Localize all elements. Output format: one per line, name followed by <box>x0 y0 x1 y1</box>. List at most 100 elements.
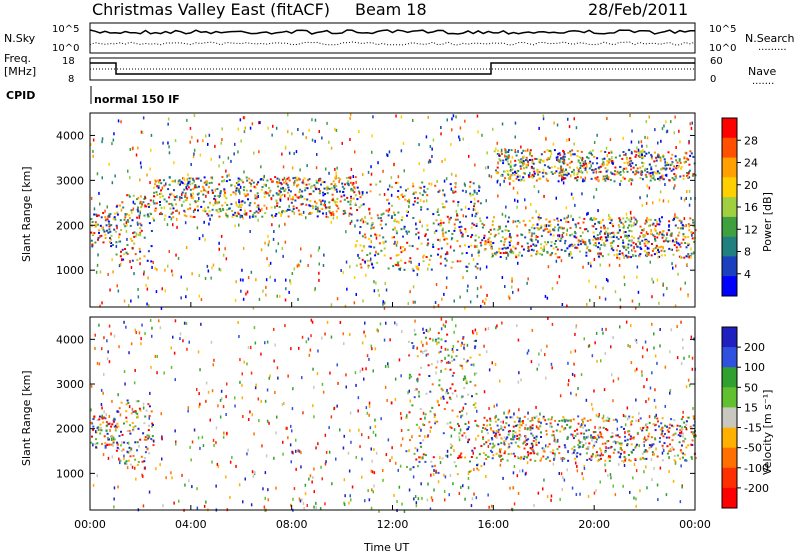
scatter-cell <box>619 166 621 168</box>
scatter-cell <box>510 249 512 251</box>
scatter-cell <box>402 250 404 252</box>
scatter-cell <box>486 425 488 427</box>
scatter-cell <box>592 150 594 152</box>
scatter-cell <box>358 130 360 133</box>
scatter-cell <box>595 228 597 230</box>
scatter-cell <box>320 184 322 186</box>
scatter-cell <box>121 201 123 203</box>
scatter-cell <box>127 466 128 469</box>
scatter-cell <box>684 454 686 456</box>
scatter-cell <box>304 189 306 191</box>
scatter-cell <box>559 240 561 242</box>
scatter-cell <box>238 213 240 215</box>
scatter-cell <box>137 464 139 466</box>
scatter-cell <box>569 125 571 128</box>
scatter-cell <box>522 158 524 160</box>
scatter-cell <box>260 165 262 168</box>
scatter-cell <box>558 180 560 182</box>
scatter-cell <box>523 167 525 169</box>
scatter-cell <box>431 148 433 151</box>
scatter-cell <box>455 115 457 118</box>
scatter-cell <box>126 230 128 233</box>
scatter-cell <box>553 247 555 249</box>
scatter-cell <box>285 287 287 290</box>
scatter-cell <box>292 196 294 198</box>
scatter-cell <box>114 335 116 338</box>
scatter-cell <box>673 419 675 421</box>
scatter-cell <box>254 212 256 214</box>
scatter-cell <box>633 246 635 249</box>
scatter-cell <box>311 118 313 121</box>
scatter-cell <box>430 145 432 148</box>
scatter-cell <box>645 153 647 155</box>
scatter-cell <box>418 263 420 266</box>
scatter-cell <box>477 267 479 269</box>
scatter-cell <box>346 197 348 199</box>
scatter-cell <box>567 460 569 462</box>
scatter-cell <box>444 194 446 197</box>
scatter-cell <box>389 185 391 188</box>
scatter-cell <box>371 173 373 176</box>
scatter-cell <box>478 185 480 188</box>
scatter-cell <box>495 433 497 435</box>
scatter-cell <box>364 221 366 223</box>
scatter-cell <box>639 444 641 447</box>
scatter-cell <box>691 458 693 460</box>
scatter-cell <box>474 347 476 349</box>
scatter-cell <box>235 190 237 192</box>
scatter-cell <box>287 375 289 378</box>
scatter-cell <box>622 223 624 225</box>
scatter-cell <box>92 443 94 446</box>
scatter-cell <box>104 442 106 444</box>
scatter-cell <box>567 450 569 453</box>
scatter-cell <box>336 198 338 200</box>
scatter-cell <box>631 230 633 232</box>
scatter-cell <box>182 182 184 184</box>
scatter-cell <box>583 222 585 224</box>
scatter-cell <box>483 452 485 454</box>
scatter-cell <box>173 189 175 191</box>
scatter-cell <box>488 456 490 458</box>
scatter-cell <box>431 183 433 186</box>
scatter-cell <box>194 114 196 117</box>
scatter-cell <box>676 325 678 328</box>
scatter-cell <box>468 439 470 442</box>
scatter-cell <box>143 116 145 119</box>
scatter-cell <box>264 341 266 344</box>
scatter-cell <box>316 153 318 156</box>
scatter-cell <box>109 423 111 425</box>
scatter-cell <box>407 391 409 394</box>
scatter-cell <box>470 381 472 383</box>
scatter-cell <box>644 250 646 252</box>
scatter-cell <box>576 429 578 431</box>
scatter-cell <box>623 246 625 249</box>
scatter-cell <box>464 244 466 246</box>
scatter-cell <box>540 422 542 424</box>
scatter-cell <box>101 216 103 218</box>
scatter-cell <box>529 229 531 231</box>
scatter-cell <box>543 479 545 482</box>
scatter-cell <box>364 322 366 325</box>
scatter-cell <box>552 452 554 454</box>
scatter-cell <box>111 142 113 145</box>
scatter-cell <box>434 185 436 187</box>
scatter-cell <box>133 243 135 245</box>
scatter-cell <box>329 451 331 454</box>
scatter-cell <box>615 157 617 159</box>
scatter-cell <box>631 130 633 133</box>
scatter-cell <box>396 500 398 503</box>
scatter-cell <box>594 223 596 225</box>
scatter-cell <box>557 167 559 169</box>
scatter-cell <box>497 167 499 169</box>
scatter-cell <box>104 231 106 233</box>
scatter-cell <box>455 191 457 193</box>
scatter-cell <box>284 324 286 327</box>
scatter-cell <box>599 221 601 224</box>
scatter-cell <box>540 431 542 433</box>
scatter-cell <box>163 372 165 375</box>
scatter-cell <box>656 237 658 239</box>
scatter-cell <box>203 201 205 203</box>
scatter-cell <box>509 251 511 253</box>
scatter-cell <box>384 302 386 305</box>
scatter-cell <box>224 247 226 250</box>
